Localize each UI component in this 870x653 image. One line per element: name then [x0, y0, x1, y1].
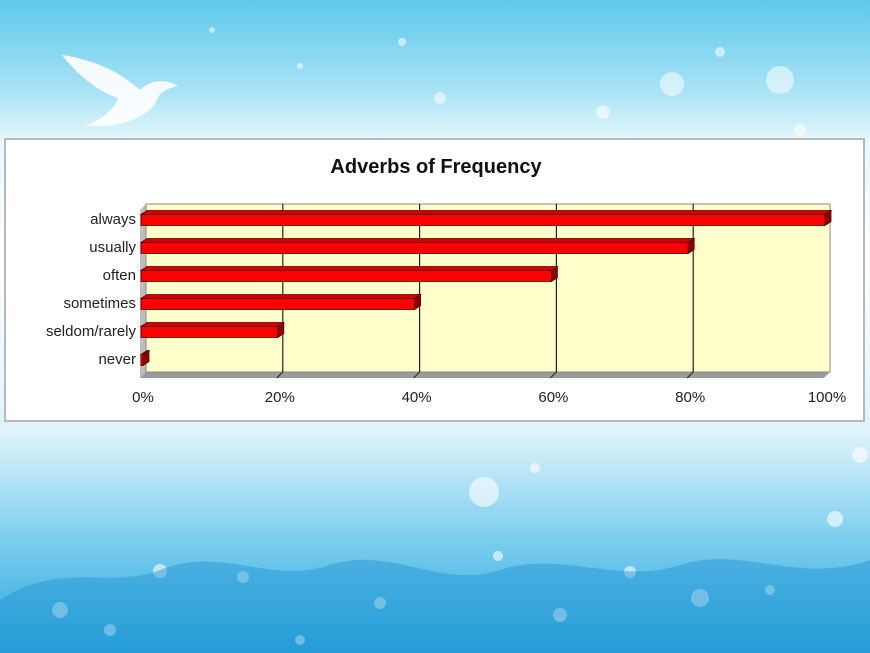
y-tick-label: always — [90, 211, 136, 228]
gridline-floor — [413, 371, 420, 379]
x-tick-label: 0% — [132, 389, 154, 406]
chart-title: Adverbs of Frequency — [330, 156, 542, 178]
x-tick-label: 80% — [675, 389, 705, 406]
bar — [140, 326, 279, 338]
y-tick-label: usually — [89, 239, 136, 256]
y-tick-label: seldom/rarely — [46, 323, 137, 340]
bar — [140, 298, 416, 310]
plot-background — [145, 203, 831, 373]
wave-band — [0, 559, 870, 653]
bar-end — [687, 237, 695, 255]
plot-floor — [140, 372, 830, 378]
x-tick-label: 20% — [265, 389, 295, 406]
bubbles-top — [209, 27, 806, 136]
bar-top — [139, 266, 559, 271]
bar-end — [824, 209, 832, 227]
x-tick-label: 60% — [538, 389, 568, 406]
y-tick-label: sometimes — [63, 295, 136, 312]
y-tick-label: never — [98, 351, 136, 368]
bar-end — [551, 265, 558, 283]
bar — [140, 270, 552, 282]
gridline-floor — [276, 371, 284, 379]
bar-end — [277, 321, 285, 339]
dove-graphic — [62, 55, 178, 127]
plot-area: 0% 20% 40% 60% 80% 100% never seldom/rarely some… — [46, 203, 846, 406]
x-tick-label: 40% — [402, 389, 432, 406]
bar-chart: Adverbs of Frequency 0% 20% 40% 60% 80% 100% n… — [46, 156, 846, 406]
bar-end — [142, 349, 150, 367]
bar — [140, 242, 689, 254]
bar-top — [139, 322, 286, 327]
bubbles-bottom — [52, 447, 868, 645]
gridline-floor — [686, 371, 694, 379]
bar-end — [414, 293, 422, 311]
bar-top — [139, 210, 833, 215]
y-tick-label: often — [103, 267, 136, 284]
chart-panel: Adverbs of Frequency 0% 20% 40% 60% 80% 100% n… — [4, 138, 865, 422]
x-tick-label: 100% — [808, 389, 846, 406]
bar-top — [139, 294, 422, 299]
bar-top — [139, 238, 696, 243]
gridline-floor — [550, 371, 557, 379]
bar — [140, 214, 826, 226]
